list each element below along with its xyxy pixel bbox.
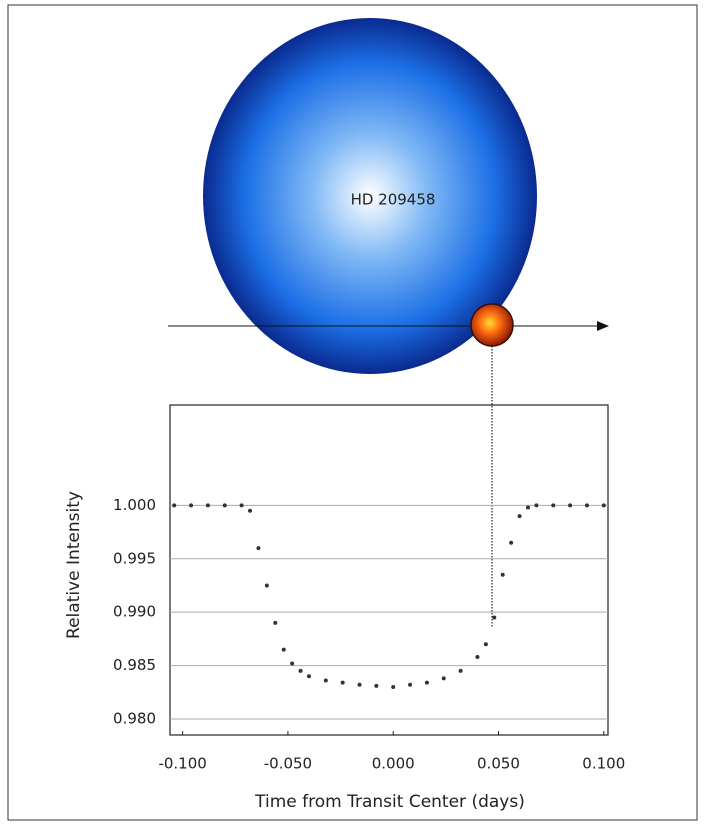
data-point [424, 680, 429, 685]
data-point [525, 505, 530, 510]
data-point [509, 540, 514, 545]
data-point [323, 678, 328, 683]
data-point [264, 583, 269, 588]
x-tick-label: -0.100 [158, 755, 206, 773]
planet [470, 303, 514, 347]
data-point [441, 676, 446, 681]
x-tick-label: 0.050 [477, 755, 520, 773]
x-tick-label: -0.050 [264, 755, 312, 773]
plot-area [169, 404, 609, 736]
y-axis-label: Relative Intensity [64, 491, 84, 639]
data-point [205, 503, 210, 508]
data-point [239, 503, 244, 508]
x-tick-label: 0.000 [372, 755, 415, 773]
data-point [551, 503, 556, 508]
y-tick-label: 0.990 [113, 603, 156, 621]
y-tick-label: 0.985 [113, 656, 156, 674]
y-tick-label: 0.995 [113, 549, 156, 567]
frame [7, 4, 698, 821]
data-point [534, 503, 539, 508]
data-point [500, 572, 505, 577]
x-axis-label: Time from Transit Center (days) [254, 792, 525, 812]
data-point [408, 682, 413, 687]
data-point [281, 647, 286, 652]
data-point [273, 620, 278, 625]
data-point [189, 503, 194, 508]
star-label: HD 209458 [351, 191, 436, 209]
y-tick-label: 0.980 [113, 709, 156, 727]
data-point [601, 503, 606, 508]
data-point [306, 674, 311, 679]
data-point [256, 546, 261, 551]
data-point [517, 514, 522, 519]
data-point [374, 683, 379, 688]
data-point [340, 680, 345, 685]
data-point [458, 668, 463, 673]
data-point [248, 508, 253, 513]
y-tick-label: 1.000 [113, 496, 156, 514]
star [203, 18, 537, 374]
data-point [290, 661, 295, 666]
data-point [483, 642, 488, 647]
data-point [222, 503, 227, 508]
data-point [568, 503, 573, 508]
data-point [391, 684, 396, 689]
data-point [172, 503, 177, 508]
data-point [357, 682, 362, 687]
data-point [298, 668, 303, 673]
x-tick-label: 0.100 [582, 755, 625, 773]
data-point [475, 655, 480, 660]
data-point [492, 615, 497, 620]
data-point [584, 503, 589, 508]
